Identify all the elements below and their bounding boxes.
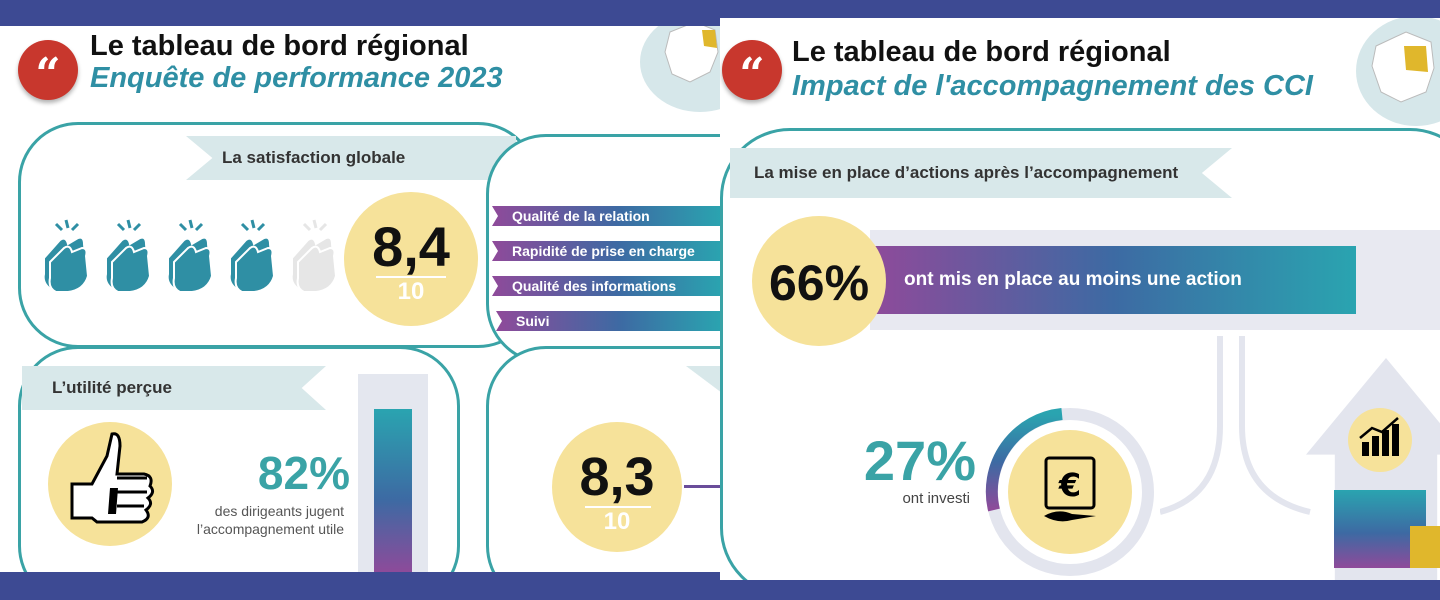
euro-document-icon: € bbox=[1038, 454, 1102, 526]
satisfaction-denominator: 10 bbox=[397, 278, 425, 305]
invest-ring bbox=[985, 408, 1154, 576]
clapping-hands-row bbox=[38, 218, 348, 298]
second-score: 8,3 bbox=[579, 447, 655, 507]
svg-text:€: € bbox=[1058, 466, 1081, 504]
second-score-denominator: 10 bbox=[603, 508, 631, 535]
satisfaction-heading: La satisfaction globale bbox=[222, 148, 406, 167]
second-score-divider bbox=[585, 506, 651, 508]
branch-lines bbox=[1160, 336, 1311, 515]
score-divider bbox=[376, 276, 446, 278]
growth-chart-icon bbox=[1358, 416, 1402, 460]
right-subtitle: Impact de l'accompagnement des CCI bbox=[792, 70, 1313, 102]
left-infographic: “ Le tableau de bord régional Enquête de… bbox=[0, 26, 722, 572]
right-infographic: “ Le tableau de bord régional Impact de … bbox=[720, 18, 1440, 580]
utility-ribbon: L’utilité perçue bbox=[22, 366, 326, 410]
thumbs-up-icon bbox=[62, 426, 162, 536]
quote-icon: “ bbox=[722, 40, 782, 100]
clapping-hands-icon bbox=[286, 218, 344, 296]
france-map-icon bbox=[1356, 18, 1440, 126]
clapping-hands-icon bbox=[224, 218, 282, 296]
action-bar bbox=[870, 246, 1356, 314]
criterion-bar-1: Qualité de la relation bbox=[492, 206, 722, 226]
france-map-icon bbox=[640, 26, 722, 112]
utility-gauge-fill bbox=[374, 409, 412, 572]
section-ribbon: La mise en place d’actions après l’accom… bbox=[730, 148, 1232, 198]
action-circle bbox=[752, 216, 886, 346]
section-heading: La mise en place d’actions après l’accom… bbox=[754, 163, 1179, 182]
utility-percent: 82% bbox=[257, 447, 350, 499]
criterion-bar-3: Qualité des informations bbox=[492, 276, 722, 296]
growth-bar-yellow bbox=[1410, 526, 1440, 568]
quote-icon: “ bbox=[18, 40, 78, 100]
left-subtitle: Enquête de performance 2023 bbox=[90, 62, 503, 94]
criterion-bar-2: Rapidité de prise en charge bbox=[492, 241, 722, 261]
second-score-circle bbox=[552, 422, 682, 552]
invest-label: ont investi bbox=[902, 490, 970, 507]
invest-circle bbox=[1008, 430, 1132, 554]
criterion-bar-4: Suivi bbox=[496, 311, 722, 331]
clapping-hands-icon bbox=[162, 218, 220, 296]
utility-heading: L’utilité perçue bbox=[52, 378, 172, 397]
action-percent: 66% bbox=[768, 255, 870, 311]
left-title: Le tableau de bord régional bbox=[90, 30, 469, 62]
action-label: ont mis en place au moins une action bbox=[904, 269, 1242, 290]
satisfaction-ribbon: La satisfaction globale bbox=[186, 136, 516, 180]
right-title: Le tableau de bord régional bbox=[792, 36, 1171, 68]
utility-caption-2: l’accompagnement utile bbox=[196, 521, 344, 537]
clapping-hands-icon bbox=[100, 218, 158, 296]
invest-percent: 27% bbox=[863, 429, 976, 492]
satisfaction-score: 8,4 bbox=[372, 215, 450, 278]
growth-chart-circle bbox=[1348, 408, 1412, 472]
second-score-line bbox=[684, 485, 722, 488]
score-circle bbox=[344, 192, 478, 326]
utility-caption-1: des dirigeants jugent bbox=[214, 503, 344, 519]
clapping-hands-icon bbox=[38, 218, 96, 296]
